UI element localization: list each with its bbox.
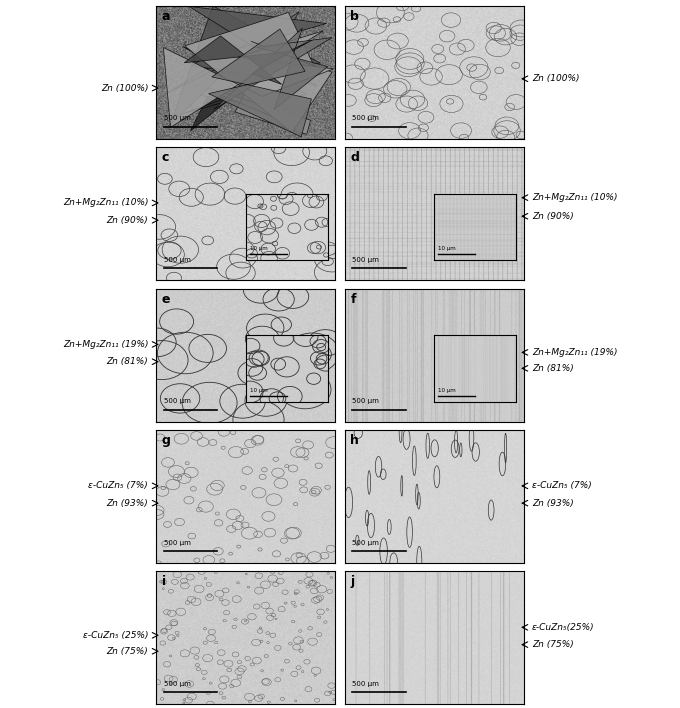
Text: g: g — [162, 434, 171, 447]
Text: 500 μm: 500 μm — [164, 539, 190, 546]
Polygon shape — [183, 11, 307, 111]
Text: 500 μm: 500 μm — [164, 681, 190, 687]
Text: 500 μm: 500 μm — [352, 539, 379, 546]
Polygon shape — [167, 6, 320, 125]
Text: Zn+Mg₂Zn₁₁ (19%): Zn+Mg₂Zn₁₁ (19%) — [63, 340, 148, 349]
Text: i: i — [162, 576, 166, 588]
Text: d: d — [350, 151, 359, 164]
Polygon shape — [214, 28, 332, 110]
Text: 500 μm: 500 μm — [352, 257, 379, 263]
Polygon shape — [189, 6, 326, 86]
Text: Zn (100%): Zn (100%) — [532, 74, 579, 84]
Text: h: h — [350, 434, 359, 447]
Text: Zn+Mg₂Zn₁₁ (19%): Zn+Mg₂Zn₁₁ (19%) — [532, 348, 617, 357]
Polygon shape — [184, 36, 312, 84]
Text: ε-CuZn₅(25%): ε-CuZn₅(25%) — [532, 623, 594, 632]
Text: Zn (75%): Zn (75%) — [532, 640, 573, 649]
Text: Zn+Mg₂Zn₁₁ (10%): Zn+Mg₂Zn₁₁ (10%) — [532, 193, 617, 202]
Polygon shape — [177, 43, 309, 131]
Text: a: a — [162, 10, 170, 23]
Text: 500 μm: 500 μm — [352, 681, 379, 687]
Text: Zn+Mg₂Zn₁₁ (10%): Zn+Mg₂Zn₁₁ (10%) — [63, 198, 148, 207]
Text: 500 μm: 500 μm — [164, 115, 190, 121]
Polygon shape — [185, 13, 332, 133]
Text: 500 μm: 500 μm — [352, 399, 379, 404]
Polygon shape — [209, 29, 311, 137]
Text: f: f — [350, 292, 356, 306]
Text: Zn (100%): Zn (100%) — [101, 84, 148, 93]
Text: Zn (93%): Zn (93%) — [107, 498, 148, 508]
Text: b: b — [350, 10, 359, 23]
Text: c: c — [162, 151, 169, 164]
Text: Zn (81%): Zn (81%) — [107, 358, 148, 366]
Text: 500 μm: 500 μm — [164, 399, 190, 404]
Text: e: e — [162, 292, 170, 306]
Text: 500 μm: 500 μm — [352, 115, 379, 121]
Text: Zn (90%): Zn (90%) — [107, 216, 148, 224]
Text: Zn (90%): Zn (90%) — [532, 212, 573, 221]
Text: j: j — [350, 576, 354, 588]
Text: Zn (93%): Zn (93%) — [532, 498, 573, 508]
Text: Zn (75%): Zn (75%) — [107, 647, 148, 656]
Text: 500 μm: 500 μm — [164, 257, 190, 263]
Text: ε-CuZn₅ (7%): ε-CuZn₅ (7%) — [532, 481, 592, 491]
Polygon shape — [192, 28, 311, 135]
Text: Zn (81%): Zn (81%) — [532, 364, 573, 373]
Text: ε-CuZn₅ (25%): ε-CuZn₅ (25%) — [83, 631, 148, 640]
Polygon shape — [163, 31, 334, 127]
Text: ε-CuZn₅ (7%): ε-CuZn₅ (7%) — [88, 481, 148, 491]
